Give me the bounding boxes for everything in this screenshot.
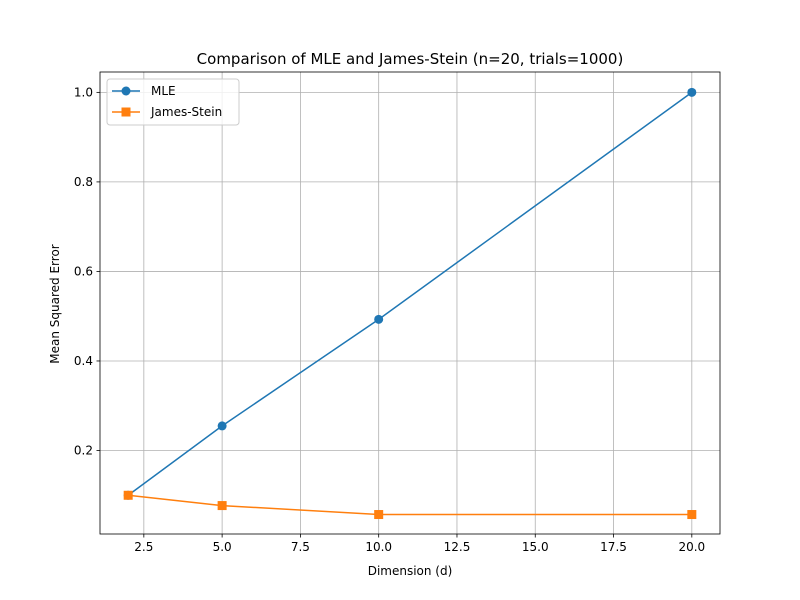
y-axis-label: Mean Squared Error xyxy=(48,244,62,364)
x-tick-label: 17.5 xyxy=(600,540,627,554)
x-tick-label: 7.5 xyxy=(291,540,310,554)
y-tick-label: 0.2 xyxy=(74,444,93,458)
legend-label-james-stein: James-Stein xyxy=(150,105,222,119)
data-point-james-stein xyxy=(217,501,227,511)
series-line-james-stein xyxy=(128,494,692,516)
legend-label-mle: MLE xyxy=(151,84,176,98)
data-point-mle xyxy=(687,87,697,97)
axes: 2.5 5.0 7.5 10.0 12.5 15.0 17.5 20.0 0.2 0.4 0.6 0.… xyxy=(74,71,721,554)
y-tick-label: 1.0 xyxy=(74,85,93,99)
data-point-james-stein xyxy=(374,510,384,520)
data-point-mle xyxy=(217,421,227,431)
axes-frame xyxy=(99,71,721,535)
y-tick-label: 0.8 xyxy=(74,175,93,189)
x-tick-label: 12.5 xyxy=(444,540,471,554)
legend-marker-mle xyxy=(121,86,131,96)
legend: MLE James-Stein xyxy=(106,78,240,126)
x-tick-label: 5.0 xyxy=(213,540,232,554)
x-axis-label: Dimension (d) xyxy=(368,564,453,578)
data-point-mle xyxy=(374,314,384,324)
x-tick-label: 20.0 xyxy=(678,540,705,554)
data-point-james-stein xyxy=(123,490,133,500)
x-tick-label: 2.5 xyxy=(134,540,153,554)
series-line-mle xyxy=(127,91,693,496)
plot-area xyxy=(123,87,697,520)
data-point-james-stein xyxy=(687,510,697,520)
x-tick-label: 10.0 xyxy=(365,540,392,554)
chart-title: Comparison of MLE and James-Stein (n=20,… xyxy=(197,50,624,68)
y-tick-label: 0.6 xyxy=(74,264,93,278)
legend-marker-james-stein xyxy=(121,107,131,117)
x-tick-label: 15.0 xyxy=(522,540,549,554)
grid-lines xyxy=(100,72,720,534)
y-tick-label: 0.4 xyxy=(74,354,93,368)
